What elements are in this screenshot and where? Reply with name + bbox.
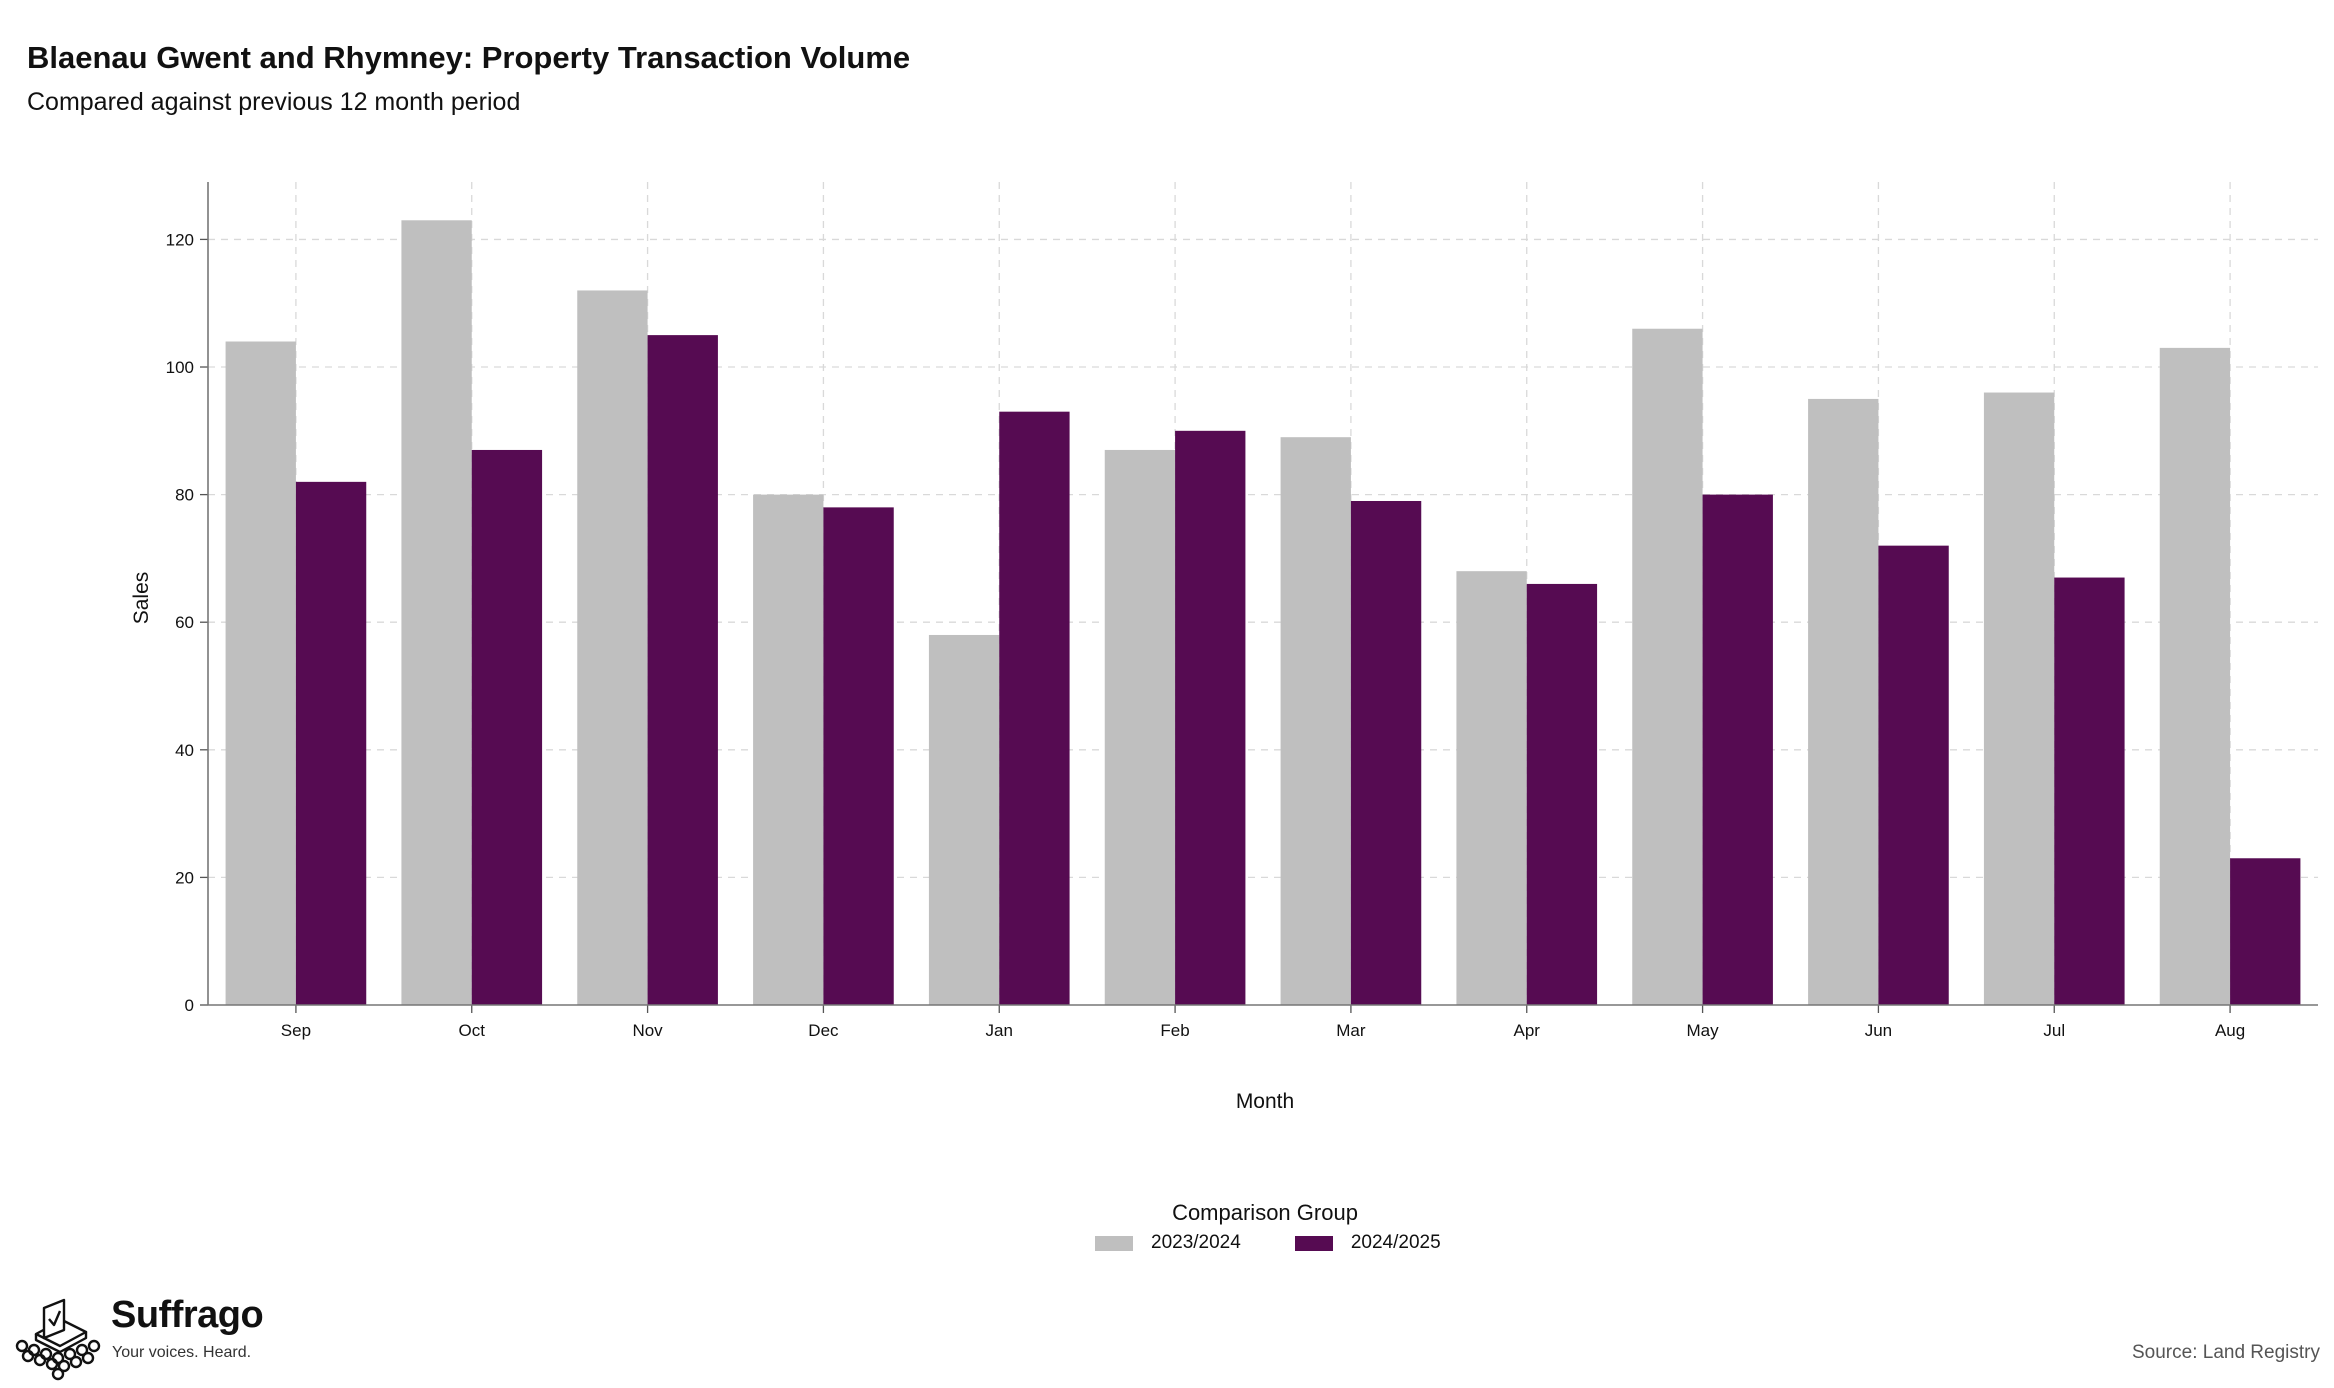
x-axis-title: Month [1236,1090,1294,1113]
suffrago-logo: Suffrago Your voices. Heard. [14,1294,274,1381]
bar-2023-2024-jul [1983,392,2055,1005]
bars [225,220,2301,1006]
bar-2024-2025-may [1702,494,1773,1005]
logo-tagline: Your voices. Heard. [112,1344,252,1361]
legend: 2023/2024 2024/2025 [1095,1232,1481,1254]
source-note: Source: Land Registry [2132,1342,2320,1363]
bar-chart: 0 20 40 60 80 100 120 Sep Oct Nov Dec Jan Feb Mar Apr M… [130,182,2318,1113]
x-tick-label: Sep [281,1021,311,1040]
y-tick-label: 60 [175,613,194,632]
legend-entry-2023-2024: 2023/2024 [1095,1232,1241,1254]
bar-2023-2024-aug [2159,347,2231,1005]
bar-2024-2025-aug [2230,858,2301,1005]
y-axis-title: Sales [130,572,153,625]
x-tick-label: Jul [2043,1021,2065,1040]
bar-2024-2025-sep [295,481,367,1005]
bar-2024-2025-nov [647,335,718,1005]
bar-2024-2025-jan [999,411,1070,1005]
y-tick-label: 100 [166,358,194,377]
y-tick-label: 0 [185,996,194,1015]
grid-lines [208,182,2318,1005]
ballot-box-icon [15,1298,101,1381]
x-tick-label: Jun [1865,1021,1892,1040]
x-tick-label: Apr [1514,1021,1541,1040]
logo-name: Suffrago [111,1294,264,1336]
chart-subtitle: Compared against previous 12 month perio… [27,88,521,116]
bar-2024-2025-mar [1350,500,1422,1005]
legend-label: 2024/2025 [1350,1232,1441,1253]
bar-2023-2024-jan [928,634,1000,1005]
bar-2024-2025-oct [471,449,543,1005]
legend-swatch [1294,1235,1333,1251]
bar-2023-2024-dec [753,494,824,1005]
bar-2024-2025-feb [1175,430,1246,1005]
x-tick-label: Nov [632,1021,663,1040]
legend-label: 2023/2024 [1151,1232,1241,1253]
axes: 0 20 40 60 80 100 120 Sep Oct Nov Dec Jan Feb Mar Apr M… [166,182,2318,1040]
x-tick-label: Dec [808,1021,839,1040]
bar-2023-2024-oct [401,220,472,1006]
legend-entry-2024-2025: 2024/2025 [1294,1232,1441,1254]
bar-2024-2025-apr [1526,583,1598,1005]
y-tick-label: 20 [175,868,194,887]
bar-2023-2024-mar [1280,437,1351,1005]
legend-title: Comparison Group [1172,1200,1358,1225]
x-tick-label: Aug [2215,1021,2245,1040]
bar-2023-2024-feb [1104,449,1176,1005]
chart-title: Blaenau Gwent and Rhymney: Property Tran… [27,40,911,75]
bar-2024-2025-jun [1878,545,1949,1005]
bar-2023-2024-may [1632,328,1703,1005]
bar-2023-2024-sep [225,341,296,1006]
bar-2023-2024-nov [577,290,648,1005]
x-tick-label: Feb [1160,1021,1189,1040]
x-tick-label: Oct [459,1021,486,1040]
x-tick-label: Mar [1336,1021,1366,1040]
legend-swatch [1095,1235,1133,1251]
y-tick-label: 40 [175,741,194,760]
x-tick-label: Jan [986,1021,1013,1040]
y-tick-label: 80 [175,486,194,505]
bar-2023-2024-apr [1456,571,1527,1005]
x-tick-label: May [1687,1021,1720,1040]
y-tick-label: 120 [166,230,194,249]
bar-2023-2024-jun [1808,398,1879,1005]
bar-2024-2025-jul [2054,577,2125,1005]
bar-2024-2025-dec [823,507,894,1005]
